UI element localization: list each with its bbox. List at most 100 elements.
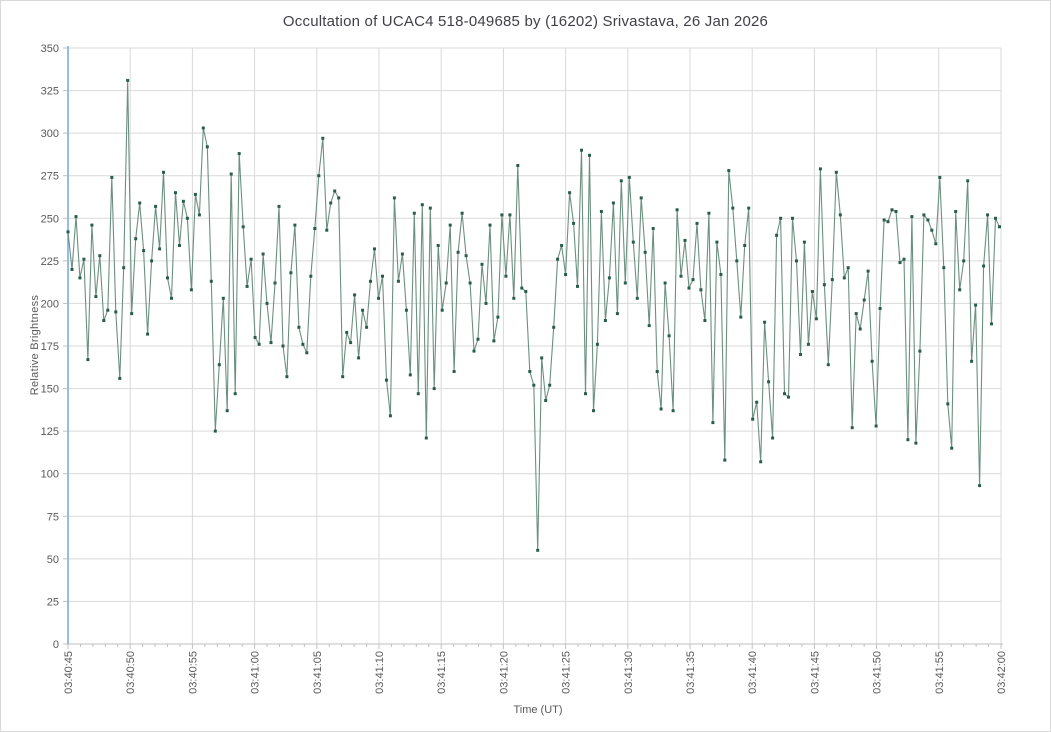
data-point-marker [468,281,472,285]
data-point-marker [580,148,583,152]
y-tick-label: 200 [41,298,59,310]
data-point-marker [396,279,400,283]
data-point-marker [966,179,970,183]
data-point-marker [846,266,850,270]
data-point-marker [747,206,751,210]
data-point-marker [520,286,524,290]
data-point-marker [154,204,158,208]
data-point-marker [98,254,102,258]
data-point-marker [166,276,169,280]
data-point-marker [277,204,281,208]
data-point-marker [341,375,345,379]
data-point-marker [412,211,416,215]
data-point-marker [225,409,229,413]
x-tick-label: 03:41:35 [685,651,697,694]
data-point-marker [420,203,424,207]
data-point-marker [102,319,106,322]
data-point-marker [830,278,834,282]
data-point-marker [679,274,683,278]
data-point-marker [886,220,890,224]
data-point-marker [806,342,810,346]
data-point-marker [524,290,528,293]
data-point-marker [245,284,249,288]
data-point-marker [181,199,185,203]
data-point-marker [217,363,221,367]
data-point-marker [783,392,786,396]
x-tick-label: 03:41:55 [934,651,946,694]
data-point-marker [791,216,794,220]
x-tick-label: 03:41:05 [312,651,324,694]
data-point-marker [667,334,671,338]
data-point-marker [476,337,480,341]
y-tick-label: 100 [41,469,59,481]
data-point-marker [771,436,775,440]
data-point-marker [94,295,98,299]
data-point-marker [970,359,974,363]
data-point-marker [114,310,118,314]
data-point-marker [337,196,341,200]
data-point-marker [810,290,814,293]
x-tick-label: 03:41:20 [498,651,510,694]
y-tick-label: 75 [47,511,59,523]
data-point-marker [269,341,273,345]
x-tick-label: 03:41:45 [809,651,821,694]
data-point-marker [86,358,90,362]
data-point-marker [134,237,138,241]
x-tick-label: 03:41:15 [436,651,448,694]
y-tick-label: 225 [41,256,59,268]
data-point-marker [615,312,619,316]
data-point-marker [651,227,655,230]
data-point-marker [631,240,635,244]
data-point-marker [946,402,950,406]
data-point-marker [870,359,874,363]
data-point-marker [998,225,1001,229]
data-point-marker [723,458,727,462]
y-tick-label: 50 [47,554,59,566]
data-point-marker [595,342,599,346]
data-point-marker [751,417,755,421]
data-point-marker [496,315,500,319]
data-point-marker [464,254,468,258]
data-point-marker [978,484,982,488]
data-point-marker [70,267,74,271]
data-point-marker [838,213,842,217]
y-tick-label: 325 [41,86,59,98]
data-point-marker [755,400,759,404]
data-point-marker [516,164,520,167]
data-point-marker [599,210,603,213]
data-point-marker [687,286,691,290]
data-point-marker [174,191,177,195]
data-point-marker [675,208,679,212]
data-point-marker [918,349,922,353]
data-point-marker [78,276,82,280]
data-point-marker [221,296,225,300]
data-point-marker [926,218,930,222]
chart-title: Occultation of UCAC4 518-049685 by (1620… [282,13,769,30]
data-point-marker [233,392,237,396]
data-point-marker [882,218,886,222]
data-point-marker [663,281,667,285]
data-point-marker [592,409,595,413]
data-point-marker [779,216,783,220]
data-point-marker [814,317,818,321]
data-point-marker [448,223,452,227]
data-point-marker [647,324,651,328]
data-point-marker [265,301,269,305]
data-point-marker [357,356,361,360]
data-point-marker [178,244,181,247]
data-point-marker [802,240,806,244]
data-point-marker [408,373,412,377]
data-point-marker [639,196,643,200]
data-point-marker [787,395,790,399]
data-point-marker [126,78,130,82]
data-point-marker [623,281,627,285]
data-point-marker [416,392,420,396]
data-point-marker [850,426,854,430]
data-point-marker [309,274,313,278]
data-point-marker [914,441,918,445]
data-point-marker [603,319,607,322]
data-point-marker [588,153,591,157]
data-point-marker [257,342,261,346]
data-point-marker [643,250,647,254]
x-tick-label: 03:41:00 [250,651,262,694]
